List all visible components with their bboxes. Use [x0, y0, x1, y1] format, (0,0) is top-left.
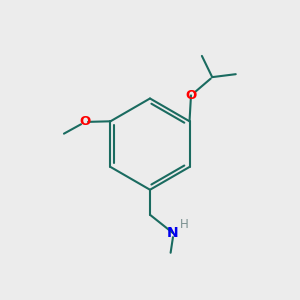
Text: H: H — [180, 218, 189, 231]
Text: N: N — [167, 226, 179, 240]
Text: O: O — [185, 89, 197, 102]
Text: O: O — [79, 116, 90, 128]
